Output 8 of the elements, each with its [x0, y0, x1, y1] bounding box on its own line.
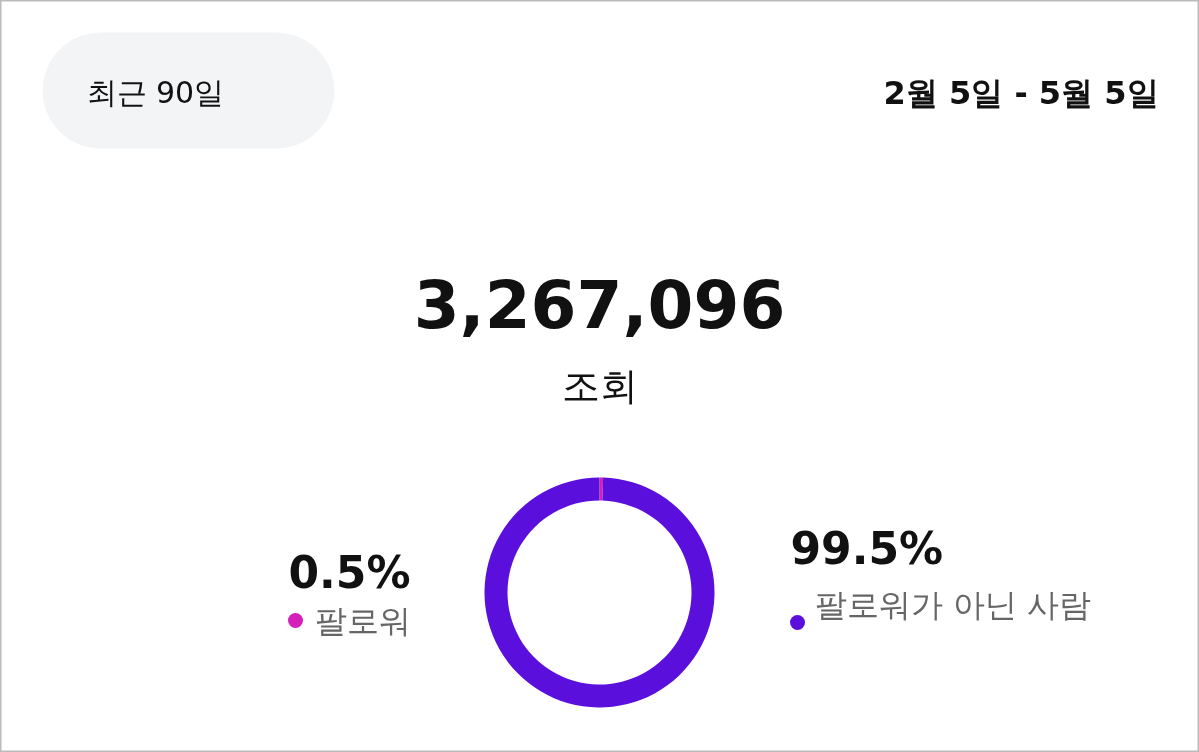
chart-subtitle: 조회: [561, 363, 638, 408]
legend-label: 팔로워: [314, 601, 411, 640]
text: 2월 5일 - 5월 5일: [883, 73, 1159, 112]
text: 최근 90일: [86, 75, 225, 110]
legend-label: 팔로워가 아닌 사람: [814, 585, 1091, 624]
data-label: 99.5%: [790, 523, 944, 574]
data-label: 0.5%: [288, 547, 411, 598]
chart-title: 3,267,096: [413, 267, 786, 344]
